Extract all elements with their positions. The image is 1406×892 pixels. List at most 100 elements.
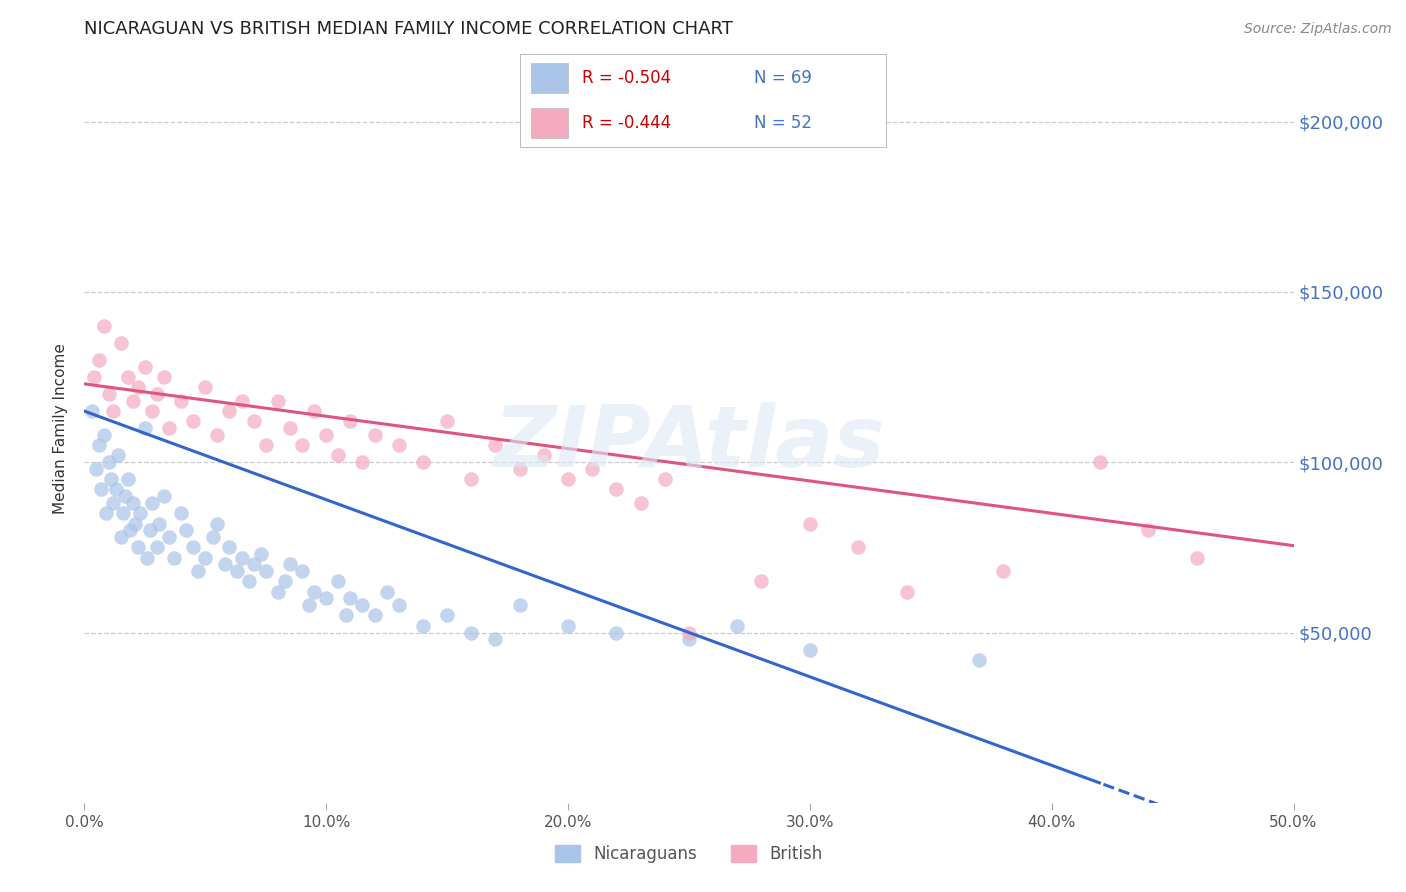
Point: [352, 455, 374, 469]
Point: [97, 455, 120, 469]
Point: [201, 530, 224, 544]
Point: [127, 380, 149, 394]
Point: [141, 496, 163, 510]
Point: [153, 489, 176, 503]
Point: [581, 462, 603, 476]
Point: [120, 524, 142, 538]
Point: [302, 584, 325, 599]
Point: [121, 393, 143, 408]
Text: R = -0.504: R = -0.504: [582, 69, 672, 87]
Point: [250, 547, 273, 561]
Point: [103, 404, 125, 418]
Point: [267, 393, 290, 408]
Y-axis label: Median Family Income: Median Family Income: [53, 343, 69, 514]
Point: [117, 370, 139, 384]
Point: [678, 625, 700, 640]
Point: [110, 530, 132, 544]
Point: [225, 564, 247, 578]
Point: [254, 438, 277, 452]
Point: [315, 428, 337, 442]
Point: [90, 483, 112, 497]
Point: [138, 524, 160, 538]
Point: [83, 370, 105, 384]
Point: [509, 599, 531, 613]
Point: [339, 591, 361, 606]
Point: [363, 608, 385, 623]
Point: [127, 541, 149, 555]
Point: [114, 489, 136, 503]
Point: [163, 550, 186, 565]
Point: [557, 472, 579, 486]
Point: [799, 516, 821, 531]
Point: [146, 387, 169, 401]
Point: [134, 421, 156, 435]
Point: [87, 353, 110, 368]
Text: Source: ZipAtlas.com: Source: ZipAtlas.com: [1244, 22, 1392, 37]
Point: [174, 524, 197, 538]
Point: [412, 455, 434, 469]
Point: [278, 558, 301, 572]
Point: [238, 574, 260, 589]
Point: [335, 608, 357, 623]
Point: [460, 472, 482, 486]
Point: [412, 618, 434, 632]
Point: [136, 550, 159, 565]
Legend: Nicaraguans, British: Nicaraguans, British: [548, 838, 830, 870]
Point: [157, 530, 180, 544]
Point: [146, 541, 169, 555]
Point: [388, 599, 411, 613]
Point: [134, 359, 156, 374]
Point: [97, 387, 120, 401]
Point: [302, 404, 325, 418]
Point: [509, 462, 531, 476]
Point: [460, 625, 482, 640]
Text: ZIPAtlas: ZIPAtlas: [494, 401, 884, 484]
Point: [352, 599, 374, 613]
Point: [157, 421, 180, 435]
Point: [291, 564, 314, 578]
Point: [141, 404, 163, 418]
Point: [846, 541, 869, 555]
Point: [436, 414, 458, 428]
Point: [121, 496, 143, 510]
Point: [291, 438, 314, 452]
Point: [388, 438, 411, 452]
Point: [267, 584, 290, 599]
Point: [181, 414, 204, 428]
Point: [254, 564, 277, 578]
Point: [218, 541, 240, 555]
Point: [100, 472, 122, 486]
Point: [170, 506, 193, 520]
Point: [107, 449, 129, 463]
Point: [194, 380, 217, 394]
Point: [170, 393, 193, 408]
Point: [993, 564, 1015, 578]
Point: [605, 483, 627, 497]
Point: [363, 428, 385, 442]
Point: [725, 618, 748, 632]
Point: [214, 558, 236, 572]
Point: [1137, 524, 1160, 538]
Point: [278, 421, 301, 435]
Point: [80, 404, 103, 418]
Point: [207, 428, 229, 442]
Point: [339, 414, 361, 428]
Point: [896, 584, 918, 599]
Point: [181, 541, 204, 555]
Point: [148, 516, 170, 531]
Point: [242, 558, 264, 572]
Point: [110, 336, 132, 351]
Point: [87, 438, 110, 452]
Point: [103, 496, 125, 510]
Point: [654, 472, 676, 486]
Text: NICARAGUAN VS BRITISH MEDIAN FAMILY INCOME CORRELATION CHART: NICARAGUAN VS BRITISH MEDIAN FAMILY INCO…: [84, 21, 734, 38]
Point: [93, 428, 115, 442]
Point: [218, 404, 240, 418]
Point: [129, 506, 152, 520]
Point: [86, 462, 108, 476]
Point: [328, 574, 350, 589]
Point: [242, 414, 264, 428]
Text: N = 52: N = 52: [754, 114, 813, 132]
Point: [231, 393, 253, 408]
Point: [194, 550, 217, 565]
